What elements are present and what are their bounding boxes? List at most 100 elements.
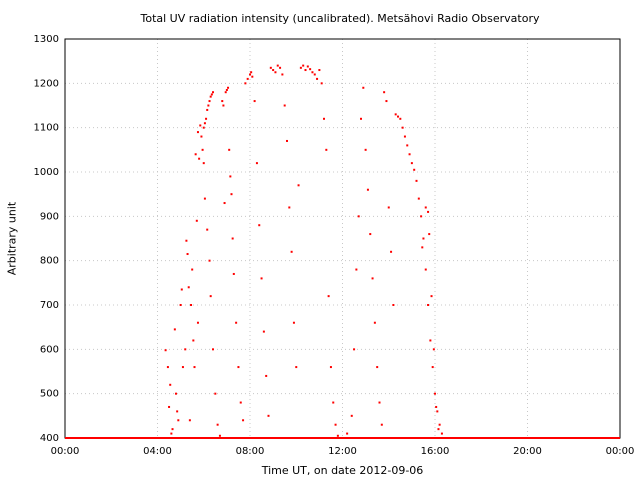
- data-point: [390, 250, 393, 253]
- data-point: [274, 71, 277, 74]
- data-point: [235, 321, 238, 324]
- data-point: [437, 428, 440, 431]
- data-point: [357, 215, 360, 218]
- data-point: [334, 423, 337, 426]
- data-point: [329, 366, 332, 369]
- data-point: [295, 366, 298, 369]
- data-point: [230, 193, 233, 196]
- data-point: [378, 401, 381, 404]
- data-point: [170, 432, 173, 435]
- data-point: [272, 69, 275, 72]
- data-point: [383, 91, 386, 94]
- data-point: [229, 175, 232, 178]
- data-point: [336, 434, 339, 437]
- data-point: [203, 122, 206, 125]
- data-point: [302, 64, 305, 67]
- y-tick-label: 1000: [34, 167, 59, 178]
- data-point: [199, 124, 202, 127]
- data-point: [231, 237, 234, 240]
- x-tick-label: 16:00: [421, 446, 450, 457]
- data-point: [366, 188, 369, 191]
- ticks: 00:00 04:00 08:00 12:00 16:00 20:00 00:00 400 50…: [34, 34, 635, 457]
- data-point: [265, 374, 268, 377]
- data-point: [427, 304, 430, 306]
- data-point: [424, 206, 427, 209]
- data-point: [376, 366, 379, 369]
- data-point: [434, 392, 436, 395]
- data-point: [323, 117, 325, 120]
- data-point: [262, 330, 265, 333]
- y-tick-label: 500: [40, 389, 59, 400]
- data-point: [440, 432, 443, 435]
- data-point: [188, 419, 191, 422]
- data-point: [413, 168, 416, 171]
- data-point: [380, 423, 383, 426]
- data-point: [176, 410, 179, 413]
- data-point: [196, 131, 199, 134]
- data-point: [406, 144, 409, 147]
- data-point: [392, 304, 395, 306]
- data-point: [208, 100, 211, 103]
- data-point: [427, 210, 430, 213]
- x-axis-label: Time UT, on date 2012-09-06: [261, 464, 424, 477]
- data-point: [175, 392, 177, 395]
- data-point: [290, 250, 293, 253]
- data-point: [327, 295, 330, 298]
- data-point: [408, 153, 411, 156]
- data-point: [428, 233, 431, 236]
- data-point: [385, 100, 388, 103]
- data-point: [373, 321, 376, 324]
- data-point: [399, 117, 402, 120]
- data-point: [311, 71, 314, 74]
- data-point: [249, 73, 251, 76]
- data-point: [435, 405, 438, 408]
- data-point: [210, 93, 213, 96]
- data-point: [195, 219, 198, 222]
- data-point: [214, 392, 217, 395]
- data-point: [201, 148, 204, 151]
- data-point: [267, 414, 270, 417]
- data-point: [421, 246, 424, 249]
- x-tick-label: 12:00: [328, 446, 357, 457]
- data-point: [209, 295, 212, 298]
- data-point: [438, 423, 441, 426]
- data-point: [190, 304, 193, 306]
- data-point: [207, 104, 210, 107]
- y-tick-label: 1100: [34, 123, 59, 134]
- data-point: [346, 432, 349, 435]
- data-point: [208, 259, 211, 262]
- data-point: [397, 115, 399, 118]
- data-point: [360, 117, 362, 120]
- data-point: [430, 295, 433, 298]
- data-point: [184, 348, 187, 351]
- data-point: [279, 66, 282, 69]
- data-point: [169, 383, 172, 386]
- data-point: [228, 148, 231, 151]
- data-point: [403, 135, 406, 138]
- grid: [65, 39, 620, 438]
- data-point: [251, 75, 254, 78]
- plot-frame: [64, 38, 621, 439]
- data-point: [276, 64, 279, 67]
- data-point: [318, 69, 321, 72]
- data-point: [417, 197, 420, 200]
- data-point: [232, 272, 235, 275]
- data-point: [212, 91, 214, 94]
- data-point: [371, 277, 374, 280]
- data-point: [177, 419, 180, 422]
- data-point: [292, 321, 295, 324]
- data-point: [223, 202, 226, 205]
- data-point: [362, 86, 365, 89]
- data-point: [221, 100, 224, 103]
- data-point: [424, 268, 427, 271]
- data-point: [355, 268, 358, 271]
- data-point: [353, 348, 356, 351]
- data-point: [164, 349, 167, 352]
- data-point: [200, 135, 203, 138]
- y-tick-label: 1200: [34, 78, 59, 89]
- data-point: [192, 339, 195, 342]
- data-point: [394, 113, 397, 116]
- data-point: [320, 82, 323, 85]
- data-point: [304, 69, 307, 72]
